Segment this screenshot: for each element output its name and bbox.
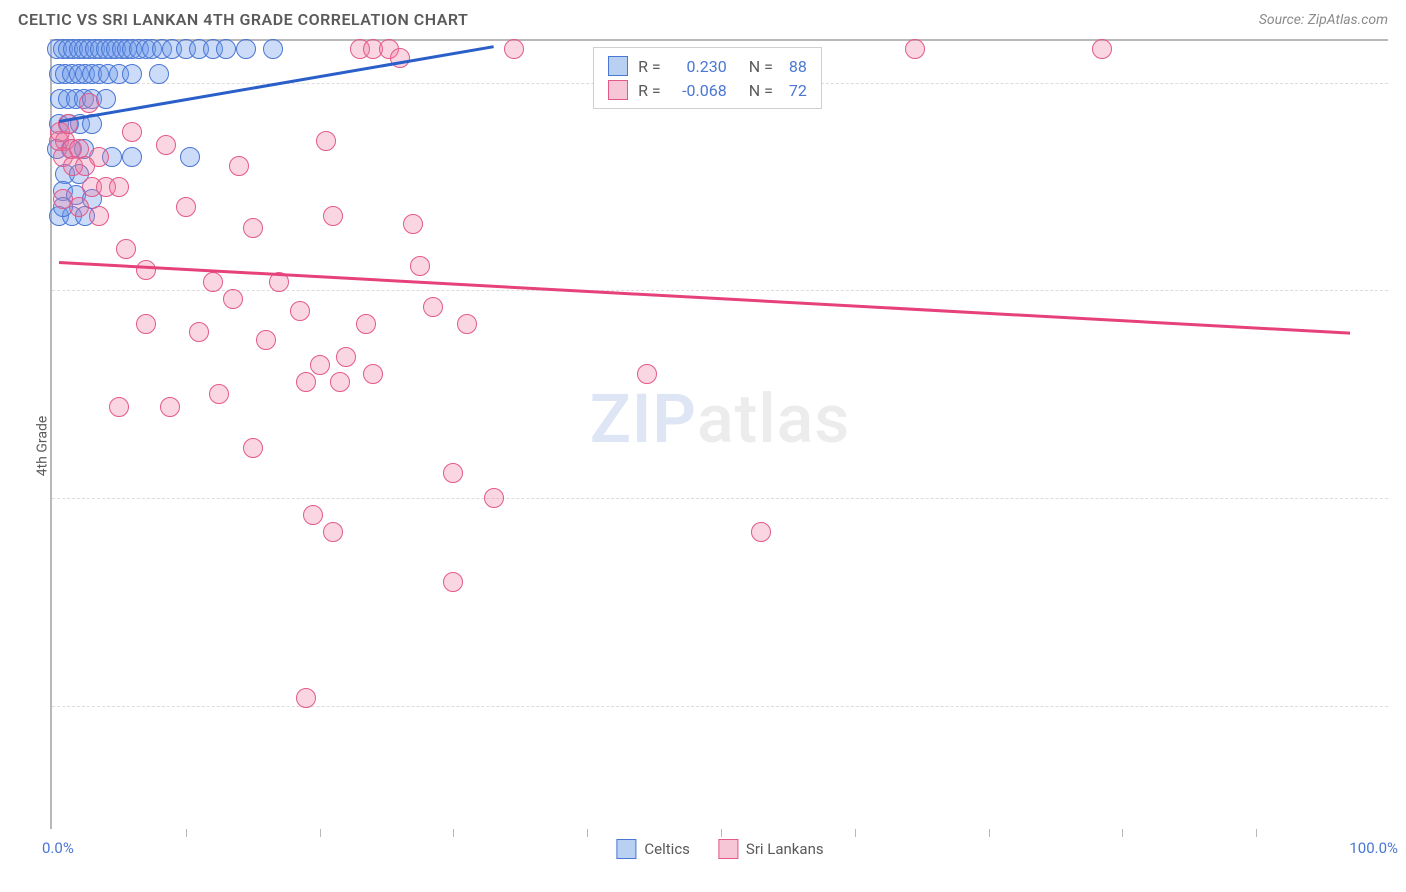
scatter-point-srilankans [637,364,657,384]
x-tick [587,829,588,837]
scatter-point-srilankans [310,355,330,375]
scatter-point-celtics [236,39,256,59]
chart-title: CELTIC VS SRI LANKAN 4TH GRADE CORRELATI… [18,10,468,29]
scatter-point-srilankans [330,372,350,392]
scatter-point-srilankans [136,260,156,280]
plot-surface: ZIPatlas 85.0%90.0%95.0%100.0%R =0.230N … [52,41,1388,829]
legend-swatch-celtics-icon [616,839,636,859]
x-axis-min-label: 0.0% [42,839,74,857]
legend-swatch-srilankans-icon [718,839,738,859]
scatter-point-srilankans [1092,39,1112,59]
x-tick [453,829,454,837]
scatter-point-srilankans [89,206,109,226]
x-tick [721,829,722,837]
scatter-point-srilankans [423,297,443,317]
scatter-point-celtics [149,64,169,84]
scatter-point-srilankans [410,256,430,276]
x-tick [320,829,321,837]
stats-box: R = 0.230 N = 88 R = -0.068 N = 72 [593,47,822,109]
y-axis-label: 4th Grade [34,416,50,477]
stats-row-srilankans: R = -0.068 N = 72 [608,78,807,102]
scatter-point-srilankans [160,397,180,417]
watermark-atlas: atlas [697,379,850,459]
scatter-point-srilankans [504,39,524,59]
scatter-point-celtics [122,64,142,84]
scatter-point-srilankans [443,463,463,483]
gridline [52,706,1388,707]
stat-n-value: 72 [789,81,807,100]
scatter-point-srilankans [484,488,504,508]
scatter-point-srilankans [256,330,276,350]
scatter-point-srilankans [176,197,196,217]
stat-n-label: N = [749,81,773,100]
swatch-srilankans-icon [608,80,628,100]
x-tick [855,829,856,837]
scatter-point-srilankans [243,218,263,238]
scatter-point-srilankans [122,122,142,142]
swatch-celtics-icon [608,56,628,76]
x-tick [186,829,187,837]
stat-r-value: 0.230 [671,57,727,76]
scatter-point-srilankans [316,131,336,151]
scatter-point-srilankans [323,206,343,226]
scatter-point-srilankans [403,214,423,234]
scatter-point-srilankans [303,505,323,525]
scatter-point-srilankans [223,289,243,309]
scatter-point-srilankans [229,156,249,176]
scatter-point-srilankans [443,572,463,592]
scatter-point-srilankans [296,688,316,708]
scatter-point-srilankans [356,314,376,334]
scatter-point-srilankans [336,347,356,367]
y-tick-label: 90.0% [1398,489,1406,507]
scatter-point-srilankans [136,314,156,334]
x-tick [1256,829,1257,837]
watermark-zip: ZIP [590,379,697,459]
scatter-point-srilankans [116,239,136,259]
legend-label: Sri Lankans [746,840,824,858]
scatter-point-srilankans [156,135,176,155]
chart-area: ZIPatlas 85.0%90.0%95.0%100.0%R =0.230N … [50,39,1388,829]
legend: Celtics Sri Lankans [616,839,823,859]
gridline [52,498,1388,499]
gridline [52,290,1388,291]
scatter-point-srilankans [290,301,310,321]
scatter-point-srilankans [457,314,477,334]
scatter-point-srilankans [243,438,263,458]
y-tick-label: 95.0% [1398,281,1406,299]
y-tick-label: 100.0% [1398,74,1406,92]
scatter-point-srilankans [109,397,129,417]
x-tick [989,829,990,837]
scatter-point-srilankans [296,372,316,392]
scatter-point-srilankans [203,272,223,292]
trend-line-srilankans [59,261,1350,335]
stat-r-label: R = [638,57,661,76]
stat-n-label: N = [749,57,773,76]
scatter-point-celtics [180,147,200,167]
watermark: ZIPatlas [590,379,851,459]
x-axis-max-label: 100.0% [1349,839,1398,857]
scatter-point-srilankans [363,364,383,384]
stat-n-value: 88 [789,57,807,76]
scatter-point-srilankans [69,197,89,217]
stat-r-value: -0.068 [671,81,727,100]
scatter-point-srilankans [79,93,99,113]
scatter-point-srilankans [209,384,229,404]
source-label: Source: ZipAtlas.com [1259,12,1388,28]
legend-item-srilankans: Sri Lankans [718,839,824,859]
x-tick [1122,829,1123,837]
y-tick-label: 85.0% [1398,697,1406,715]
scatter-point-srilankans [323,522,343,542]
scatter-point-srilankans [189,322,209,342]
stat-r-label: R = [638,81,661,100]
scatter-point-celtics [216,39,236,59]
scatter-point-celtics [263,39,283,59]
scatter-point-srilankans [751,522,771,542]
legend-item-celtics: Celtics [616,839,690,859]
stats-row-celtics: R = 0.230 N = 88 [608,54,807,78]
legend-label: Celtics [644,840,690,858]
scatter-point-celtics [122,147,142,167]
scatter-point-srilankans [109,177,129,197]
scatter-point-srilankans [89,147,109,167]
scatter-point-srilankans [905,39,925,59]
